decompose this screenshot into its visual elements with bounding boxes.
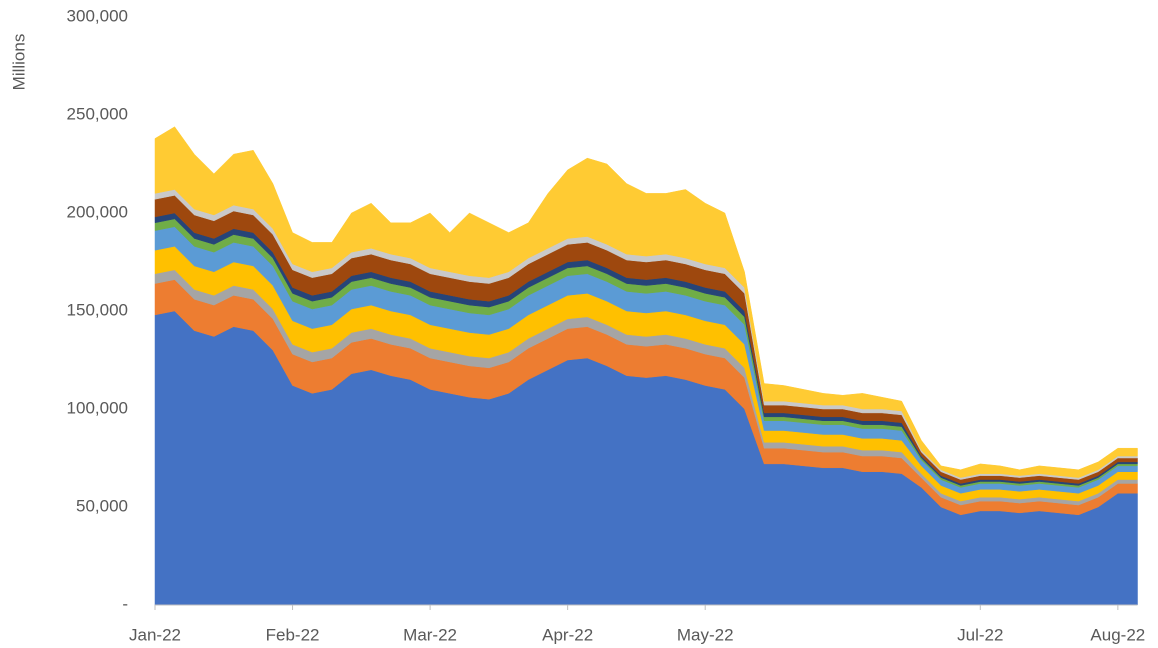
y-tick-label: 250,000 xyxy=(67,104,128,123)
y-tick-label: 100,000 xyxy=(67,398,128,417)
x-tick-label: Aug-22 xyxy=(1090,625,1145,644)
y-tick-label: 300,000 xyxy=(67,6,128,25)
x-tick-label: Mar-22 xyxy=(403,625,457,644)
y-tick-label: 200,000 xyxy=(67,202,128,221)
x-tick-label: Jan-22 xyxy=(129,625,181,644)
x-tick-label: Feb-22 xyxy=(266,625,320,644)
y-tick-label: 150,000 xyxy=(67,300,128,319)
area xyxy=(154,126,1138,478)
y-tick-label: - xyxy=(122,594,128,613)
y-tick-label: 50,000 xyxy=(76,496,128,515)
x-tick-label: Jul-22 xyxy=(957,625,1003,644)
x-tick-label: Apr-22 xyxy=(542,625,593,644)
x-tick-label: May-22 xyxy=(677,625,734,644)
y-axis-label: Millions xyxy=(9,34,28,91)
